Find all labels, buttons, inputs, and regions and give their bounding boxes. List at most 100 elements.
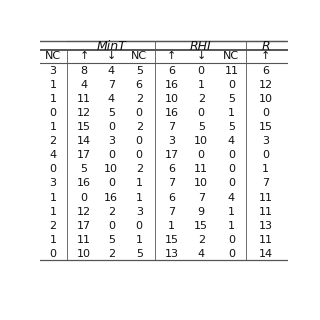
Text: 0: 0 — [108, 122, 115, 132]
Text: 1: 1 — [50, 235, 57, 245]
Text: ↑: ↑ — [167, 51, 176, 61]
Text: RHI: RHI — [189, 40, 211, 53]
Text: 5: 5 — [108, 108, 115, 118]
Text: 17: 17 — [77, 221, 91, 231]
Text: 10: 10 — [194, 179, 208, 188]
Text: 16: 16 — [77, 179, 91, 188]
Text: 1: 1 — [50, 80, 57, 90]
Text: NC: NC — [45, 51, 61, 61]
Text: 4: 4 — [81, 80, 88, 90]
Text: 3: 3 — [136, 207, 143, 217]
Text: 2: 2 — [50, 136, 57, 146]
Text: 3: 3 — [108, 136, 115, 146]
Text: ↓: ↓ — [107, 51, 116, 61]
Text: 1: 1 — [136, 235, 143, 245]
Text: ↑: ↑ — [79, 51, 89, 61]
Text: 12: 12 — [77, 108, 91, 118]
Text: 1: 1 — [50, 94, 57, 104]
Text: 0: 0 — [198, 108, 205, 118]
Text: 10: 10 — [104, 164, 118, 174]
Text: 6: 6 — [168, 66, 175, 76]
Text: 15: 15 — [259, 122, 273, 132]
Text: 16: 16 — [165, 108, 179, 118]
Text: 0: 0 — [228, 150, 235, 160]
Text: 0: 0 — [136, 108, 143, 118]
Text: 0: 0 — [81, 193, 88, 203]
Text: 0: 0 — [108, 179, 115, 188]
Text: 3: 3 — [50, 179, 57, 188]
Text: 17: 17 — [165, 150, 179, 160]
Text: 17: 17 — [77, 150, 91, 160]
Text: 1: 1 — [168, 221, 175, 231]
Text: 12: 12 — [259, 80, 273, 90]
Text: 4: 4 — [108, 66, 115, 76]
Text: 7: 7 — [262, 179, 269, 188]
Text: 1: 1 — [50, 122, 57, 132]
Text: 0: 0 — [228, 179, 235, 188]
Text: 2: 2 — [108, 249, 115, 259]
Text: ↓: ↓ — [196, 51, 206, 61]
Text: 0: 0 — [228, 249, 235, 259]
Text: 0: 0 — [108, 150, 115, 160]
Text: 5: 5 — [108, 235, 115, 245]
Text: 4: 4 — [108, 94, 115, 104]
Text: 7: 7 — [198, 193, 205, 203]
Text: 1: 1 — [50, 207, 57, 217]
Text: 5: 5 — [228, 122, 235, 132]
Text: 5: 5 — [198, 122, 205, 132]
Text: 11: 11 — [259, 193, 273, 203]
Text: 11: 11 — [259, 207, 273, 217]
Text: 7: 7 — [168, 122, 175, 132]
Text: 5: 5 — [228, 94, 235, 104]
Text: 1: 1 — [50, 193, 57, 203]
Text: 15: 15 — [77, 122, 91, 132]
Text: 1: 1 — [228, 221, 235, 231]
Text: 1: 1 — [136, 179, 143, 188]
Text: 10: 10 — [194, 136, 208, 146]
Text: 14: 14 — [77, 136, 91, 146]
Text: 0: 0 — [50, 108, 57, 118]
Text: 8: 8 — [81, 66, 88, 76]
Text: 0: 0 — [198, 66, 205, 76]
Text: 16: 16 — [104, 193, 118, 203]
Text: 10: 10 — [165, 94, 179, 104]
Text: 7: 7 — [108, 80, 115, 90]
Text: 11: 11 — [77, 94, 91, 104]
Text: MinT: MinT — [96, 40, 126, 53]
Text: 1: 1 — [136, 193, 143, 203]
Text: 12: 12 — [77, 207, 91, 217]
Text: 2: 2 — [108, 207, 115, 217]
Text: 11: 11 — [259, 235, 273, 245]
Text: 0: 0 — [228, 235, 235, 245]
Text: 0: 0 — [136, 221, 143, 231]
Text: 15: 15 — [165, 235, 179, 245]
Text: 14: 14 — [259, 249, 273, 259]
Text: 0: 0 — [198, 150, 205, 160]
Text: 1: 1 — [262, 164, 269, 174]
Text: 6: 6 — [168, 193, 175, 203]
Text: 1: 1 — [228, 108, 235, 118]
Text: 2: 2 — [136, 94, 143, 104]
Text: 0: 0 — [228, 80, 235, 90]
Text: 2: 2 — [50, 221, 57, 231]
Text: 9: 9 — [198, 207, 205, 217]
Text: 2: 2 — [198, 235, 205, 245]
Text: 6: 6 — [136, 80, 143, 90]
Text: 11: 11 — [77, 235, 91, 245]
Text: 13: 13 — [259, 221, 273, 231]
Text: 6: 6 — [262, 66, 269, 76]
Text: 3: 3 — [262, 136, 269, 146]
Text: 5: 5 — [136, 249, 143, 259]
Text: 3: 3 — [50, 66, 57, 76]
Text: 0: 0 — [50, 249, 57, 259]
Text: 0: 0 — [262, 108, 269, 118]
Text: 7: 7 — [168, 207, 175, 217]
Text: ↑: ↑ — [261, 51, 270, 61]
Text: 10: 10 — [259, 94, 273, 104]
Text: 0: 0 — [136, 150, 143, 160]
Text: 4: 4 — [228, 136, 235, 146]
Text: 4: 4 — [50, 150, 57, 160]
Text: 0: 0 — [228, 164, 235, 174]
Text: 4: 4 — [228, 193, 235, 203]
Text: 0: 0 — [262, 150, 269, 160]
